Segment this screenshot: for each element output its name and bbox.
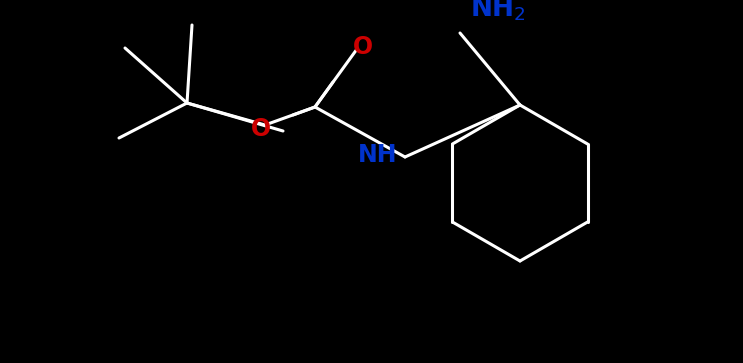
Text: NH: NH (357, 143, 397, 167)
Text: NH$_2$: NH$_2$ (470, 0, 525, 23)
Text: O: O (353, 35, 373, 59)
Text: O: O (251, 117, 271, 141)
